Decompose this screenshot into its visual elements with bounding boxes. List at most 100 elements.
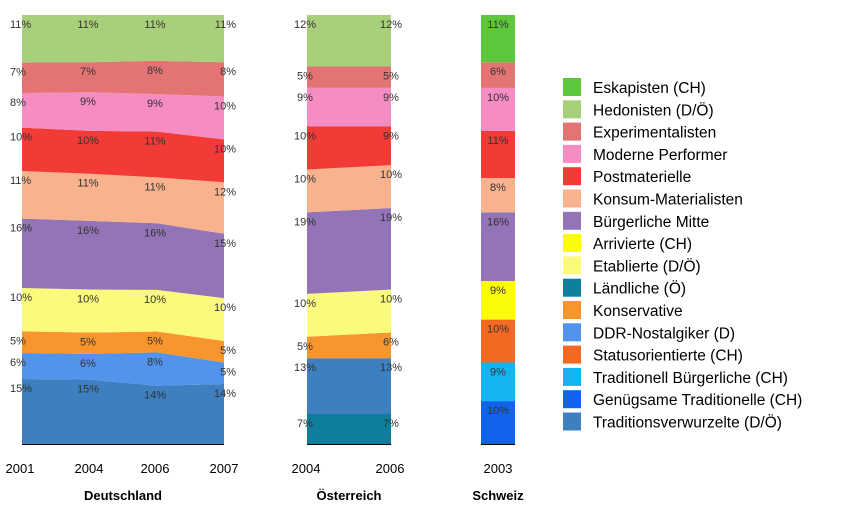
value-label-deutschland-ddr-nostalgiker-d-2006: 8% (147, 356, 163, 368)
value-label-deutschland-konservative-2001: 5% (10, 335, 26, 347)
value-label-oesterreich-traditionsverwurzelte-d-oe-2006: 13% (380, 362, 402, 374)
x-tick-deutschland-2007: 2007 (210, 461, 239, 476)
area-schweiz-postmaterielle (481, 130, 515, 179)
value-label-deutschland-moderne-performer-2004: 9% (80, 96, 96, 108)
legend-swatch-statusorientierte-ch (563, 345, 581, 364)
legend-label-buergerliche-mitte: Bürgerliche Mitte (593, 214, 709, 231)
legend-label-laendliche-oe: Ländliche (Ö) (593, 280, 686, 298)
legend-item-konservative: Konservative (563, 301, 683, 320)
area-deutschland-hedonisten-d-oe (22, 15, 224, 63)
value-label-oesterreich-hedonisten-d-oe-2004: 12% (294, 19, 316, 31)
area-schweiz-moderne-performer (481, 87, 515, 131)
value-label-oesterreich-konsum-materialisten-2006: 10% (380, 169, 402, 181)
x-tick-schweiz-2003: 2003 (484, 461, 513, 476)
legend-swatch-arrivierte-ch (563, 234, 581, 253)
area-schweiz-genuegsame-traditionelle-ch (481, 401, 515, 444)
value-label-deutschland-postmaterielle-2001: 10% (10, 132, 32, 144)
legend-label-postmaterielle: Postmaterielle (593, 169, 691, 186)
area-oesterreich-konsum-materialisten (307, 165, 391, 213)
legend-item-konsum-materialisten: Konsum-Materialisten (563, 189, 743, 209)
legend-item-ddr-nostalgiker-d: DDR-Nostalgiker (D) (563, 323, 735, 342)
value-labels-deutschland: 15% 15% 14% 14% 6% 6% 8% 5% 5% 5% 5% 5% 10% 10% 10% 10%… (10, 19, 236, 402)
legend-label-statusorientierte-ch: Statusorientierte (CH) (593, 348, 743, 365)
value-label-deutschland-hedonisten-d-oe-2006: 11% (144, 19, 165, 31)
value-label-schweiz-experimentalisten-2003: 6% (490, 66, 506, 78)
panel-title-oesterreich: Österreich (316, 488, 381, 503)
value-label-deutschland-ddr-nostalgiker-d-2004: 6% (80, 358, 96, 370)
area-schweiz-statusorientierte-ch (481, 319, 515, 363)
area-deutschland-postmaterielle (22, 127, 224, 183)
value-label-deutschland-postmaterielle-2004: 10% (77, 135, 99, 147)
legend-swatch-traditionsverwurzelte-d-oe (563, 412, 581, 431)
value-label-deutschland-hedonisten-d-oe-2007: 11% (215, 19, 236, 31)
value-label-deutschland-traditionsverwurzelte-d-oe-2007: 14% (214, 388, 236, 400)
legend-label-ddr-nostalgiker-d: DDR-Nostalgiker (D) (593, 325, 735, 342)
legend-swatch-konsum-materialisten (563, 189, 581, 208)
value-label-oesterreich-konservative-2006: 6% (383, 336, 399, 348)
legend-item-buergerliche-mitte: Bürgerliche Mitte (563, 211, 709, 231)
legend-label-traditionsverwurzelte-d-oe: Traditionsverwurzelte (D/Ö) (593, 414, 782, 432)
value-label-oesterreich-konservative-2004: 5% (297, 341, 313, 353)
value-label-deutschland-traditionsverwurzelte-d-oe-2004: 15% (77, 384, 99, 396)
legend-swatch-experimentalisten (563, 122, 581, 141)
area-deutschland-experimentalisten (22, 60, 224, 97)
area-deutschland-buergerliche-mitte (22, 218, 224, 299)
area-oesterreich-traditionsverwurzelte-d-oe (307, 358, 391, 414)
panel-oesterreich: 7% 7% 13% 13% 5% 6% 10% 10% 19% 19% 10% 10% 10% 9% 9% 9… (292, 15, 405, 503)
value-label-deutschland-experimentalisten-2007: 8% (220, 66, 236, 78)
area-deutschland-konsum-materialisten (22, 171, 224, 234)
value-label-oesterreich-postmaterielle-2004: 10% (294, 131, 316, 143)
legend-label-traditionell-buergerliche-ch: Traditionell Bürgerliche (CH) (593, 370, 788, 387)
legend-swatch-eskapisten-ch (563, 78, 581, 96)
legend-swatch-genuegsame-traditionelle-ch (563, 390, 581, 409)
panel-schweiz: 10% 9% 10% 9% 16% 8% 11% 10% 6% 11% 2003 Schweiz (472, 15, 524, 503)
x-tick-deutschland-2006: 2006 (141, 461, 170, 476)
x-tick-oesterreich-2006: 2006 (376, 461, 405, 476)
value-label-deutschland-etablierte-d-oe-2001: 10% (10, 292, 32, 304)
area-schweiz-konsum-materialisten (481, 178, 515, 213)
legend-item-moderne-performer: Moderne Performer (563, 144, 727, 164)
areas-oesterreich (307, 15, 391, 444)
value-labels-schweiz: 10% 9% 10% 9% 16% 8% 11% 10% 6% 11% (487, 19, 509, 417)
value-label-deutschland-etablierte-d-oe-2007: 10% (214, 302, 236, 314)
value-label-deutschland-etablierte-d-oe-2004: 10% (77, 294, 99, 306)
value-label-deutschland-hedonisten-d-oe-2001: 11% (10, 19, 31, 31)
x-tick-oesterreich-2004: 2004 (292, 461, 321, 476)
legend-swatch-etablierte-d-oe (563, 256, 581, 275)
area-schweiz-arrivierte-ch (481, 280, 515, 320)
legend-item-laendliche-oe: Ländliche (Ö) (563, 278, 686, 298)
areas-deutschland (22, 15, 224, 444)
value-label-deutschland-experimentalisten-2006: 8% (147, 65, 163, 77)
area-oesterreich-etablierte-d-oe (307, 289, 391, 337)
value-label-oesterreich-buergerliche-mitte-2004: 19% (294, 216, 316, 228)
value-label-deutschland-hedonisten-d-oe-2004: 11% (77, 19, 98, 31)
legend-label-hedonisten-d-oe: Hedonisten (D/Ö) (593, 101, 714, 119)
value-label-oesterreich-etablierte-d-oe-2004: 10% (294, 298, 316, 310)
area-schweiz-buergerliche-mitte (481, 212, 515, 281)
value-label-oesterreich-konsum-materialisten-2004: 10% (294, 173, 316, 185)
value-label-oesterreich-buergerliche-mitte-2006: 19% (380, 212, 402, 224)
value-label-deutschland-traditionsverwurzelte-d-oe-2001: 15% (10, 383, 32, 395)
value-label-deutschland-buergerliche-mitte-2001: 16% (10, 223, 32, 235)
value-label-deutschland-buergerliche-mitte-2007: 15% (214, 238, 236, 250)
value-labels-oesterreich: 7% 7% 13% 13% 5% 6% 10% 10% 19% 19% 10% 10% 10% 9% 9% 9… (294, 19, 402, 430)
value-label-oesterreich-moderne-performer-2006: 9% (383, 92, 399, 104)
chart-legend: Eskapisten (CH) Hedonisten (D/Ö) Experimen… (563, 78, 802, 432)
legend-item-arrivierte-ch: Arrivierte (CH) (563, 234, 692, 253)
value-label-deutschland-ddr-nostalgiker-d-2001: 6% (10, 357, 26, 369)
area-deutschland-ddr-nostalgiker-d (22, 352, 224, 386)
value-label-deutschland-buergerliche-mitte-2004: 16% (77, 225, 99, 237)
value-label-oesterreich-laendliche-oe-2004: 7% (297, 418, 313, 430)
value-label-deutschland-buergerliche-mitte-2006: 16% (144, 227, 166, 239)
value-label-schweiz-traditionell-buergerliche-ch-2003: 9% (490, 366, 506, 378)
panel-title-schweiz: Schweiz (472, 488, 524, 503)
legend-label-konsum-materialisten: Konsum-Materialisten (593, 192, 743, 209)
value-label-schweiz-eskapisten-ch-2003: 11% (487, 19, 508, 31)
area-oesterreich-hedonisten-d-oe (307, 15, 391, 67)
legend-label-genuegsame-traditionelle-ch: Genügsame Traditionelle (CH) (593, 392, 802, 409)
legend-swatch-laendliche-oe (563, 278, 581, 297)
legend-item-etablierte-d-oe: Etablierte (D/Ö) (563, 256, 701, 275)
legend-swatch-traditionell-buergerliche-ch (563, 367, 581, 386)
legend-item-postmaterielle: Postmaterielle (563, 167, 691, 186)
value-label-schweiz-buergerliche-mitte-2003: 16% (487, 216, 509, 228)
